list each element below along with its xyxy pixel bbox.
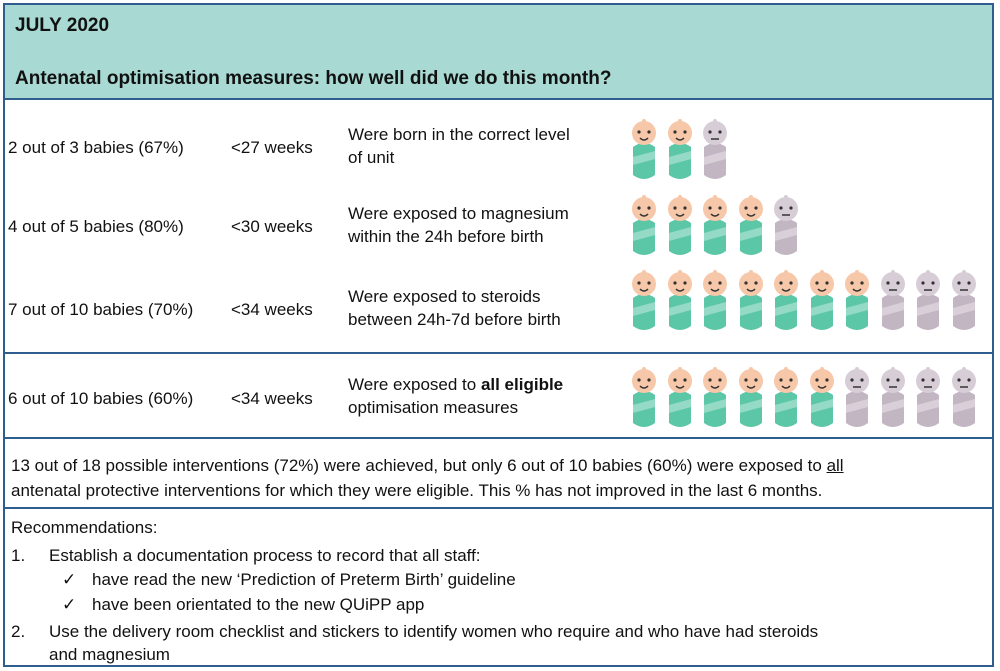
check-icon: ✓ xyxy=(62,595,77,614)
baby-achieved-icon xyxy=(667,195,692,255)
baby-achieved-icon xyxy=(809,367,834,427)
baby-not-achieved-icon xyxy=(774,195,798,255)
baby-achieved-icon xyxy=(703,367,727,427)
row-description-line1: Were exposed to all eligible xyxy=(348,375,564,394)
baby-achieved-icon xyxy=(703,270,727,330)
list-item-continued: and magnesium xyxy=(49,645,170,664)
baby-not-achieved-icon xyxy=(880,270,905,330)
summary-text: 13 out of 18 possible interventions (72%… xyxy=(11,456,844,500)
list-number: 1. xyxy=(11,546,26,565)
baby-achieved-icon xyxy=(667,119,692,179)
baby-achieved-icon xyxy=(632,195,656,255)
baby-achieved-icon xyxy=(703,195,727,255)
row-count: 7 out of 10 babies (70%) xyxy=(8,300,194,319)
row-description: Were exposed to steroids between 24h-7d … xyxy=(348,285,561,331)
emphasis-text: all eligible xyxy=(480,375,564,394)
section-divider xyxy=(5,352,992,354)
section-divider xyxy=(5,507,992,509)
list-item: Establish a documentation process to rec… xyxy=(49,546,481,565)
baby-achieved-icon xyxy=(738,367,763,427)
baby-achieved-icon xyxy=(738,195,763,255)
check-icon: ✓ xyxy=(62,570,77,589)
underlined-text: all xyxy=(826,456,844,475)
baby-achieved-icon xyxy=(632,119,656,179)
row-description-line2: optimisation measures xyxy=(348,398,519,417)
baby-not-achieved-icon xyxy=(951,270,976,330)
row-description-line1: Were exposed to magnesium xyxy=(348,204,569,223)
row-count: 6 out of 10 babies (60%) xyxy=(8,389,194,408)
baby-achieved-icon xyxy=(667,270,692,330)
baby-not-achieved-icon xyxy=(845,367,869,427)
row-description-line1: Were exposed to steroids xyxy=(348,287,541,306)
row-count: 2 out of 3 babies (67%) xyxy=(8,138,184,157)
row-gestation: <34 weeks xyxy=(231,300,313,319)
row-description-line1: Were born in the correct level xyxy=(348,125,570,144)
row-description: Were exposed to magnesium within the 24h… xyxy=(348,202,569,248)
baby-achieved-icon xyxy=(632,270,656,330)
baby-achieved-icon xyxy=(667,367,692,427)
report-title: Antenatal optimisation measures: how wel… xyxy=(15,68,612,89)
list-subitem: have read the new ‘Prediction of Preterm… xyxy=(92,570,516,589)
baby-not-achieved-icon xyxy=(703,119,727,179)
baby-not-achieved-icon xyxy=(916,367,940,427)
row-description-line2: between 24h-7d before birth xyxy=(348,310,561,329)
row-description-line2: within the 24h before birth xyxy=(348,227,544,246)
recommendations-heading: Recommendations: xyxy=(11,518,158,537)
baby-not-achieved-icon xyxy=(880,367,905,427)
baby-achieved-icon xyxy=(809,270,834,330)
row-gestation: <27 weeks xyxy=(231,138,313,157)
row-description: Were exposed to all eligible optimisatio… xyxy=(348,373,563,419)
row-description: Were born in the correct level of unit xyxy=(348,123,570,169)
report-month: JULY 2020 xyxy=(15,15,110,36)
baby-not-achieved-icon xyxy=(916,270,940,330)
list-number: 2. xyxy=(11,622,26,641)
baby-achieved-icon xyxy=(738,270,763,330)
row-description-line2: of unit xyxy=(348,148,395,167)
row-gestation: <34 weeks xyxy=(231,389,313,408)
row-gestation: <30 weeks xyxy=(231,217,313,236)
list-subitem: have been orientated to the new QUiPP ap… xyxy=(92,595,425,614)
section-divider xyxy=(5,437,992,439)
baby-achieved-icon xyxy=(774,367,798,427)
list-item: Use the delivery room checklist and stic… xyxy=(49,622,819,641)
baby-achieved-icon xyxy=(845,270,869,330)
baby-achieved-icon xyxy=(774,270,798,330)
baby-not-achieved-icon xyxy=(951,367,976,427)
report-header: JULY 2020 Antenatal optimisation measure… xyxy=(5,5,992,100)
row-count: 4 out of 5 babies (80%) xyxy=(8,217,184,236)
report-panel: JULY 2020 Antenatal optimisation measure… xyxy=(3,3,994,667)
baby-achieved-icon xyxy=(632,367,656,427)
